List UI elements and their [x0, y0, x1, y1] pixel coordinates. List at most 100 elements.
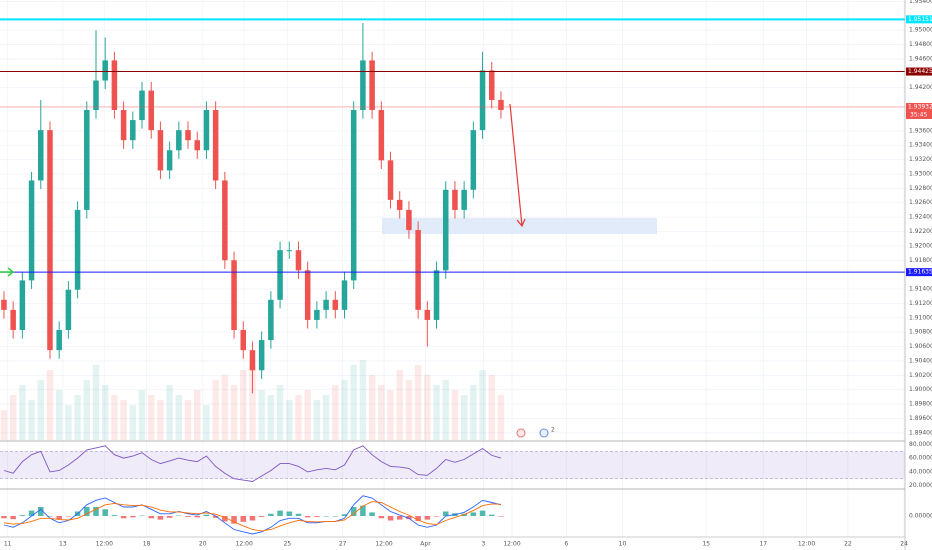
event-icon[interactable]: [539, 428, 549, 438]
candle-body: [130, 120, 136, 141]
x-tick-label: 22: [844, 541, 852, 548]
candle-body: [28, 180, 35, 281]
macd-histogram: [47, 516, 53, 517]
level-label: 1.91635: [908, 269, 932, 276]
candle-body: [120, 110, 127, 141]
volume-bar: [111, 395, 118, 440]
y-tick-label: 1.91800: [909, 257, 932, 264]
volume-bar: [460, 395, 468, 440]
candle-body: [203, 110, 210, 151]
volume-bar: [184, 400, 192, 440]
macd-histogram: [130, 516, 136, 518]
axis-labels: 1.89400 1.89600 1.89800 1.90000 1.90200 1.904…: [4, 0, 932, 548]
candle-body: [84, 110, 90, 210]
candle-body: [323, 299, 329, 310]
x-tick-label: 10: [619, 541, 627, 548]
macd-histogram: [295, 513, 302, 516]
volume-bar: [194, 390, 201, 440]
macd-histogram: [139, 515, 145, 517]
macd-histogram: [479, 510, 486, 516]
macd-histogram: [424, 516, 431, 520]
macd-histogram: [148, 516, 154, 519]
y-tick-label: 1.90800: [909, 329, 932, 336]
macd-histogram: [387, 516, 394, 521]
y-tick-label: 1.91000: [909, 314, 932, 321]
volume-bar: [267, 395, 275, 440]
macd-histogram: [38, 507, 44, 516]
candle-body: [148, 90, 154, 131]
macd-histogram: [84, 507, 90, 516]
y-tick-label: 1.91400: [909, 286, 932, 293]
macd-histogram: [240, 516, 247, 522]
volume-bar: [313, 400, 321, 440]
macd-histogram: [286, 511, 293, 516]
volume-bar: [442, 380, 449, 440]
plot: [0, 18, 905, 535]
volume-bar: [101, 385, 109, 440]
candle-body: [166, 150, 173, 171]
candle-body: [277, 250, 283, 300]
y-tick-label: 1.89400: [909, 429, 932, 436]
volume-bar: [9, 395, 17, 440]
macd-histogram: [65, 516, 72, 517]
macd-histogram: [360, 505, 366, 516]
macd-histogram: [19, 515, 26, 516]
rsi-tick-label: 40.0000: [909, 468, 932, 475]
x-tick-label: 3: [482, 541, 486, 548]
macd-histogram: [433, 516, 440, 517]
volume-bar: [405, 380, 413, 440]
macd-histogram: [102, 509, 108, 516]
candle-body: [314, 309, 320, 320]
y-tick-label: 1.94600: [909, 55, 932, 62]
volume-bar: [359, 360, 367, 440]
candle-body: [176, 130, 182, 151]
last-price-bg: [906, 102, 932, 119]
volume-bar: [414, 365, 422, 440]
volume-bar: [276, 385, 284, 440]
macd-histogram: [268, 513, 274, 516]
candle-body: [406, 209, 412, 231]
macd-histogram: [304, 516, 311, 518]
volume-bar: [304, 390, 311, 440]
y-tick-label: 1.93000: [909, 170, 932, 177]
volume-bar: [175, 395, 183, 440]
rsi-tick-label: 80.0000: [909, 441, 932, 448]
candle-body: [295, 250, 302, 271]
volume-bar: [488, 375, 495, 440]
candle-body: [102, 60, 108, 81]
x-tick-label: 13: [59, 541, 67, 548]
candle-body: [488, 70, 495, 100]
y-tick-label: 1.89600: [909, 415, 932, 422]
candle-body: [341, 280, 348, 310]
macd-signal-line: [3, 501, 502, 532]
volume-bar: [451, 390, 459, 440]
volume-bar: [221, 375, 229, 440]
candle-body: [350, 110, 357, 281]
y-tick-label: 1.90200: [909, 372, 932, 379]
x-tick-label: 12:00: [798, 541, 815, 548]
candle-body: [222, 180, 228, 261]
candle-body: [470, 130, 477, 190]
y-tick-label: 1.93200: [909, 156, 932, 163]
volume-bar: [28, 400, 35, 440]
macd-histogram: [10, 516, 16, 520]
macd-tick-label: 0.00000: [909, 513, 932, 520]
volume-bar: [120, 400, 127, 440]
volume-bar: [497, 395, 505, 440]
y-tick-label: 1.92400: [909, 214, 932, 221]
macd-histogram: [194, 516, 200, 518]
x-tick-label: 25: [284, 541, 292, 548]
candle-body: [304, 270, 311, 320]
candle-body: [240, 330, 247, 351]
level-label-bg: [906, 67, 932, 76]
macd-histogram: [56, 516, 62, 520]
y-tick-label: 1.94200: [909, 84, 932, 91]
candle-body: [479, 70, 486, 131]
event-icon[interactable]: [516, 428, 526, 438]
macd-histogram: [185, 516, 191, 517]
x-tick-label: 15: [702, 541, 710, 548]
candle-body: [433, 270, 440, 320]
x-tick-label: 6: [564, 541, 568, 548]
macd-histogram: [166, 516, 173, 518]
